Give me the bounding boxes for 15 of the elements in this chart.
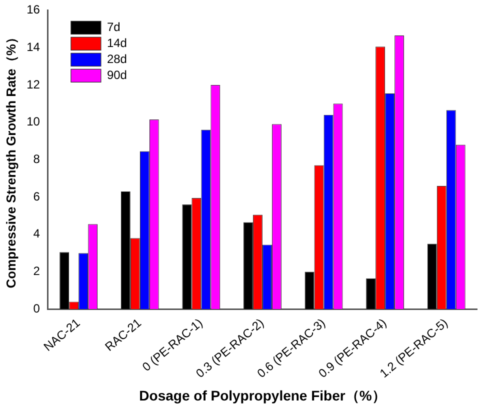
y-tick-label: 12 (26, 77, 40, 92)
y-tick-label: 0 (33, 301, 40, 316)
y-tick-label: 14 (26, 40, 40, 54)
y-axis-title: Compressive Strength Growth Rate（%） (3, 31, 18, 288)
legend-label: 7d (106, 20, 120, 34)
legend-label: 14d (106, 36, 127, 50)
legend-label: 90d (106, 68, 127, 82)
y-tick-label: 16 (26, 2, 40, 17)
y-tick-label: 10 (26, 114, 40, 129)
y-tick-label: 6 (33, 189, 40, 204)
x-axis-title: Dosage of Polypropylene Fiber（%） (139, 387, 386, 404)
y-tick-label: 2 (33, 264, 40, 278)
y-tick-label: 8 (33, 152, 40, 166)
y-tick-label: 4 (33, 226, 40, 241)
legend-label: 28d (106, 52, 127, 66)
